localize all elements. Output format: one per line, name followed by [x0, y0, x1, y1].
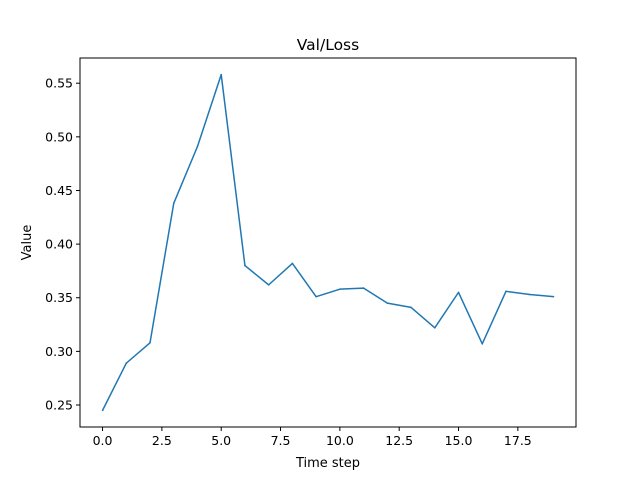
data-point — [481, 343, 484, 345]
x-axis-label: Time step — [295, 456, 360, 471]
x-tick-label: 12.5 — [385, 433, 413, 448]
data-point — [172, 202, 175, 205]
chart-title: Val/Loss — [297, 36, 359, 54]
y-tick-label: 0.40 — [45, 237, 73, 252]
data-point — [244, 264, 246, 267]
data-point — [362, 287, 365, 289]
series-lines — [101, 73, 555, 412]
data-point — [149, 341, 151, 344]
x-tick-label: 17.5 — [504, 433, 532, 448]
x-tick-label: 15.0 — [445, 433, 473, 448]
data-point — [386, 302, 389, 304]
y-tick-label: 0.55 — [45, 76, 73, 91]
x-tick-label: 7.5 — [271, 433, 291, 448]
data-point — [528, 293, 531, 296]
plot-area-frame — [79, 57, 577, 428]
x-tick-label: 2.5 — [152, 433, 172, 448]
data-point — [267, 284, 270, 286]
y-tick-label: 0.50 — [45, 129, 73, 144]
data-point — [457, 291, 460, 294]
y-axis-label: Value — [20, 225, 35, 261]
data-point — [339, 288, 341, 290]
series-line — [101, 73, 554, 411]
data-point — [410, 306, 412, 309]
data-point — [505, 290, 507, 293]
x-tick-label: 0.0 — [93, 433, 113, 448]
data-point — [125, 362, 128, 364]
data-point — [315, 295, 317, 298]
axis-ticks: 0.0 2.5 5.0 7.5 10.0 12.5 15.0 17.5 0.25 0.30 0.35… — [45, 76, 532, 448]
y-tick-label: 0.25 — [45, 398, 73, 413]
y-tick-label: 0.45 — [45, 183, 73, 198]
data-point — [552, 295, 555, 298]
data-point — [433, 326, 436, 329]
data-point — [291, 262, 294, 265]
x-tick-label: 5.0 — [211, 433, 231, 448]
y-tick-label: 0.30 — [45, 344, 73, 359]
y-tick-label: 0.35 — [45, 290, 73, 305]
data-point — [101, 409, 104, 412]
x-tick-label: 10.0 — [326, 433, 354, 448]
data-point — [220, 73, 223, 76]
data-point — [196, 145, 199, 148]
